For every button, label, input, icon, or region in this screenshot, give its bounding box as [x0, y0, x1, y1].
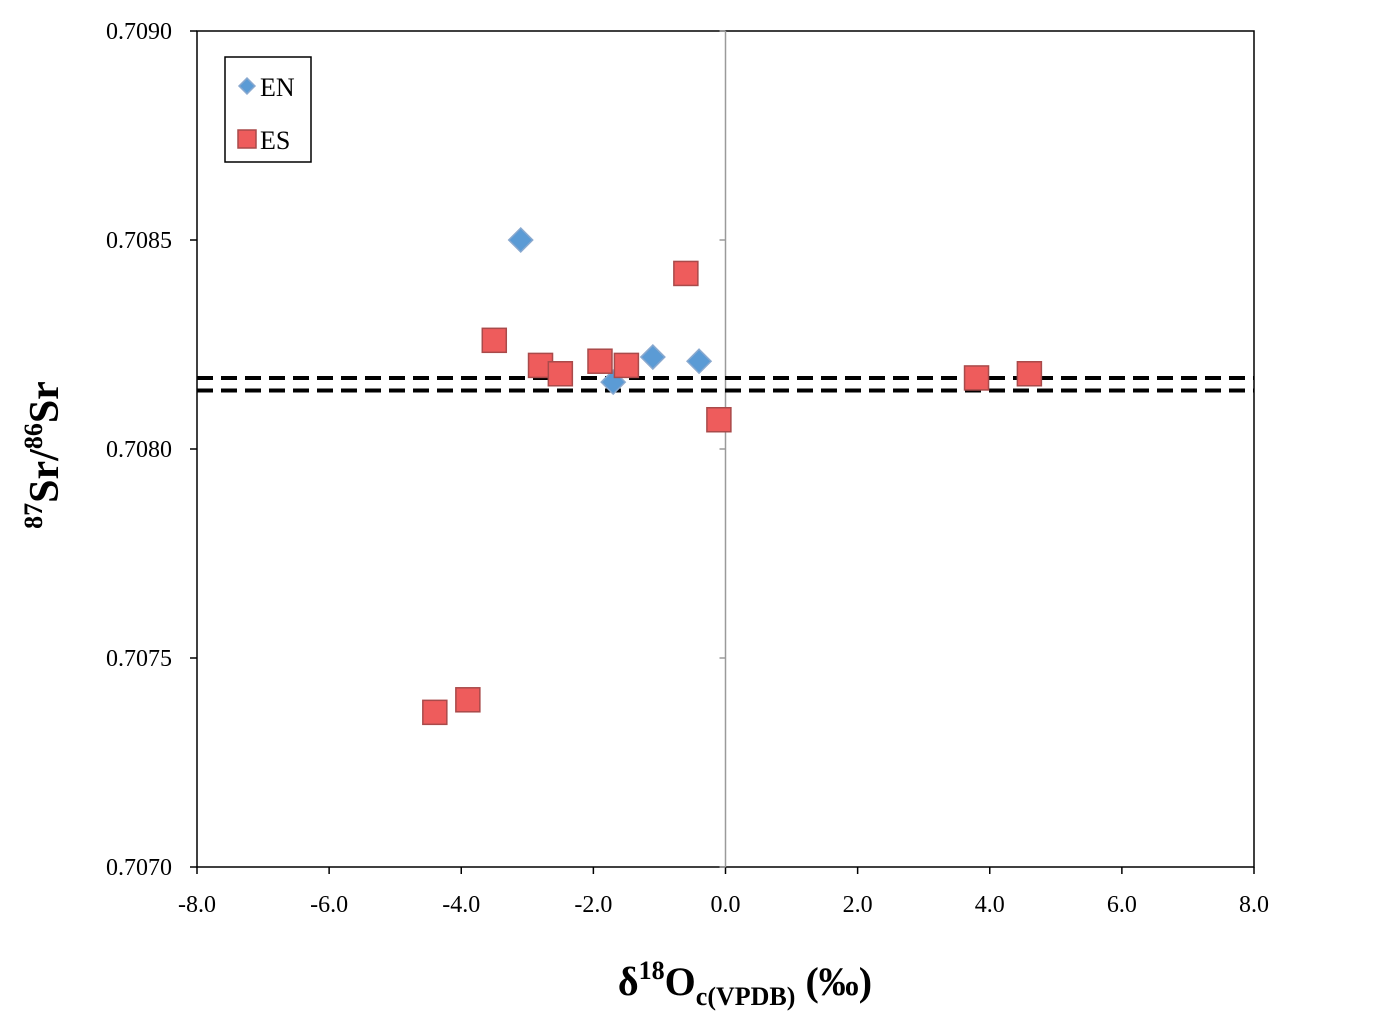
- y-axis-title-sup1: 87: [19, 503, 48, 529]
- legend-label-es: ES: [260, 126, 290, 155]
- y-axis-title-sup2: 86: [19, 423, 48, 449]
- y-tick-label: 0.7080: [106, 437, 172, 463]
- y-tick-label: 0.7075: [106, 646, 172, 672]
- es-data-point: [547, 361, 574, 387]
- x-tick-label: 8.0: [1239, 892, 1269, 918]
- axis-ticks: -8.0 -6.0 -4.0 -2.0 0.0 2.0 4.0 6.0 8.0 0.7070 0.7…: [106, 19, 1269, 918]
- x-tick-label: -2.0: [574, 892, 612, 918]
- x-tick-label: -6.0: [310, 892, 348, 918]
- es-data-point: [963, 365, 990, 391]
- es-data-point: [706, 406, 732, 433]
- x-axis-title-sup: 18: [639, 956, 665, 985]
- es-data-point: [613, 352, 640, 379]
- y-tick-label: 0.7085: [106, 228, 172, 254]
- es-data-point: [481, 327, 508, 354]
- es-data-point: [455, 687, 481, 713]
- legend-marker-en: [237, 76, 257, 96]
- en-data-point: [507, 226, 534, 254]
- en-data-point: [639, 343, 666, 371]
- x-tick-label: -8.0: [178, 892, 216, 918]
- y-axis-title-main1: Sr/: [22, 448, 68, 503]
- x-axis-title-sub: c(VPDB): [696, 982, 796, 1011]
- x-axis-title-delta: δ: [618, 959, 639, 1004]
- es-data-point: [1016, 361, 1043, 387]
- legend: EN ES: [224, 56, 312, 163]
- es-data-point: [422, 699, 448, 726]
- es-data-point: [587, 348, 613, 374]
- x-tick-label: 2.0: [843, 892, 873, 918]
- x-tick-label: 4.0: [975, 892, 1005, 918]
- x-tick-label: 6.0: [1107, 892, 1137, 918]
- x-tick-label: -4.0: [442, 892, 480, 918]
- y-tick-label: 0.7090: [106, 19, 172, 45]
- data-markers: [422, 226, 1043, 726]
- x-axis-title-main: O: [665, 959, 696, 1004]
- x-axis-title: δ18Oc(VPDB) (‰): [618, 956, 872, 1011]
- x-tick-label: 0.0: [711, 892, 741, 918]
- y-axis-title-main2: Sr: [22, 381, 68, 423]
- x-axis-title-unit: (‰): [795, 959, 872, 1004]
- legend-marker-es: [237, 129, 257, 149]
- y-tick-label: 0.7070: [106, 855, 172, 881]
- legend-label-en: EN: [260, 73, 295, 102]
- en-data-point: [686, 348, 713, 375]
- y-axis-title: 87Sr/86Sr: [19, 381, 68, 529]
- es-data-point: [673, 260, 699, 287]
